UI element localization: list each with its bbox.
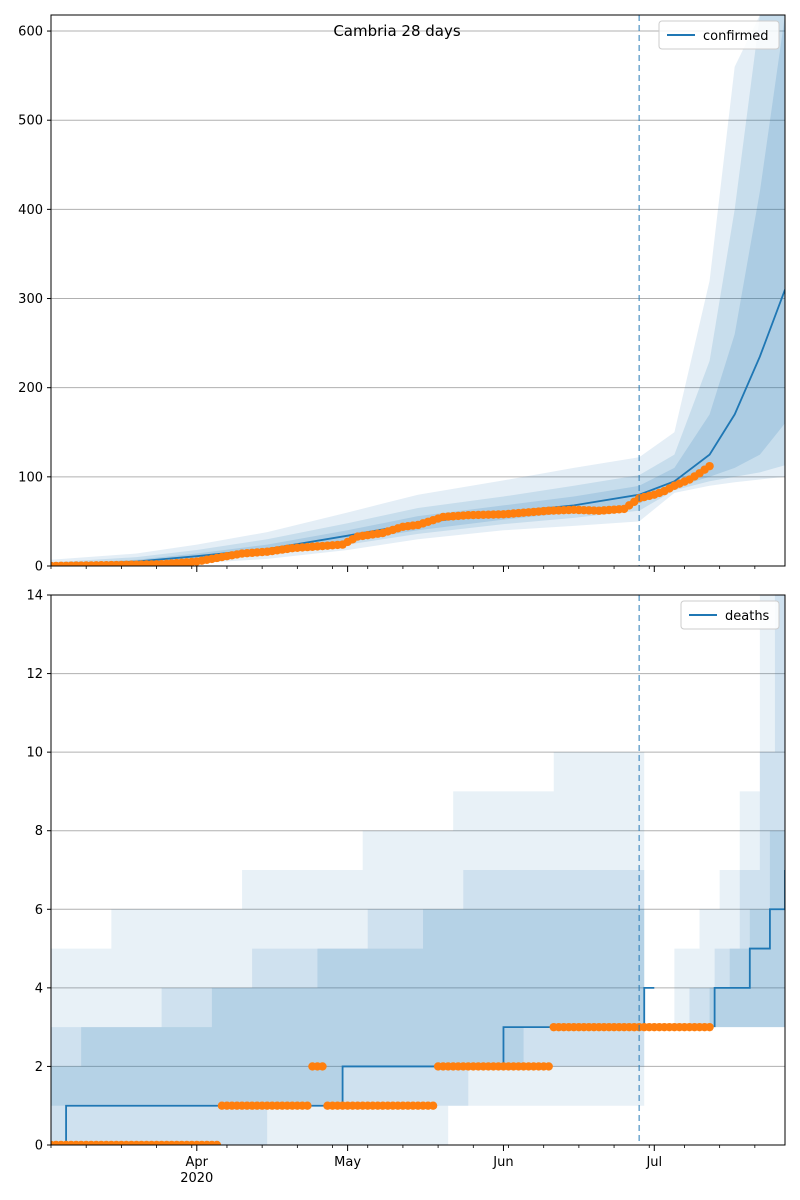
observed-point: [705, 1022, 714, 1032]
y-tick-label: 300: [18, 292, 43, 307]
y-tick-label: 14: [26, 589, 43, 604]
observed-point: [303, 1101, 312, 1110]
confirmed-chart: 0 100 200 300 400 500 600 confirmed: [18, 14, 786, 575]
y-tick-label: 6: [35, 903, 43, 918]
y-tick-label: 0: [35, 560, 43, 575]
y-tick-label: 8: [35, 824, 43, 839]
y-tick-label: 400: [18, 203, 43, 218]
observed-point: [428, 1101, 438, 1110]
y-tick-label: 4: [35, 981, 43, 996]
uncertainty-band: [659, 595, 785, 1028]
y-tick-label: 100: [18, 470, 43, 485]
x-tick-label: Jul: [645, 1155, 662, 1170]
observed-point: [544, 1062, 553, 1071]
legend-label: deaths: [725, 609, 770, 624]
axes-frame: [50, 14, 786, 567]
chart-title: Cambria 28 days: [333, 22, 461, 40]
y-tick-label: 2: [35, 1060, 43, 1075]
x-tick-label: Apr: [186, 1155, 209, 1170]
plot-area: [51, 15, 785, 566]
model-forecast-line: [713, 870, 785, 1028]
y-tick-label: 500: [18, 114, 43, 129]
uncertainty-band: [649, 595, 785, 1028]
y-tick-label: 0: [35, 1139, 43, 1154]
observed-point: [212, 1140, 222, 1145]
model-line: [51, 986, 655, 1145]
y-tick-label: 200: [18, 381, 43, 396]
x-tick-sublabel: 2020: [180, 1171, 213, 1186]
uncertainty-band: [51, 909, 645, 1106]
y-tick-label: 12: [26, 667, 43, 682]
plot-area: [51, 595, 785, 1145]
y-tick-label: 600: [18, 25, 43, 40]
legend-box: [680, 600, 780, 630]
axes-frame: [50, 594, 786, 1146]
legend-box: [658, 20, 780, 50]
y-tick-label: 10: [26, 746, 43, 761]
x-tick-label: Jun: [492, 1155, 513, 1170]
uncertainty-band: [51, 752, 645, 1145]
x-tick-label: May: [334, 1155, 361, 1170]
observed-point: [318, 1062, 327, 1071]
legend-label: confirmed: [703, 29, 769, 44]
uncertainty-band: [51, 870, 645, 1145]
observed-point: [705, 461, 714, 471]
